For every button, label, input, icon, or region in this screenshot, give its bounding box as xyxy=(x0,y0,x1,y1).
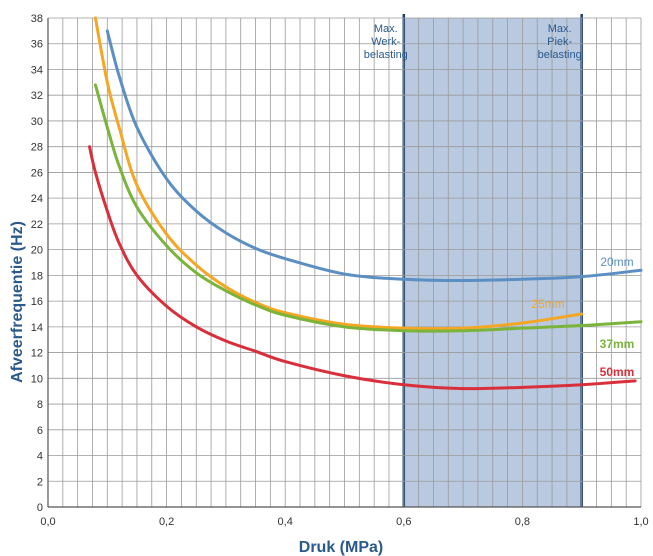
region-end-label: Max. xyxy=(548,23,572,35)
x-tick-label: 0,6 xyxy=(396,516,411,528)
series-lines xyxy=(88,16,643,391)
y-tick-label: 14 xyxy=(31,322,43,334)
y-axis-title: Afveerfrequentie (Hz) xyxy=(9,221,26,383)
x-tick-label: 0,2 xyxy=(159,516,174,528)
series-line-50mm xyxy=(88,145,637,391)
y-tick-label: 38 xyxy=(31,13,43,25)
y-tick-label: 0 xyxy=(37,502,43,514)
y-tick-label: 20 xyxy=(31,245,43,257)
grid xyxy=(47,17,642,508)
y-tick-label: 22 xyxy=(31,219,43,231)
y-tick-label: 4 xyxy=(37,451,43,463)
y-tick-label: 8 xyxy=(37,399,43,411)
series-line-20mm xyxy=(105,29,643,283)
x-tick-label: 1,0 xyxy=(633,516,648,528)
region-end-label: Piek- xyxy=(547,36,572,48)
y-tick-label: 34 xyxy=(31,64,43,76)
y-tick-label: 16 xyxy=(31,296,43,308)
x-tick-label: 0,0 xyxy=(40,516,55,528)
x-tick-label: 0,4 xyxy=(278,516,293,528)
y-tick-label: 36 xyxy=(31,39,43,51)
x-axis-title: Druk (MPa) xyxy=(299,539,383,556)
y-tick-label: 10 xyxy=(31,373,43,385)
series-label-50mm: 50mm xyxy=(600,365,635,379)
y-tick-label: 30 xyxy=(31,116,43,128)
y-tick-label: 12 xyxy=(31,348,43,360)
y-tick-label: 24 xyxy=(31,193,43,205)
region-start-label: Max. xyxy=(374,23,398,35)
y-tick-label: 28 xyxy=(31,142,43,154)
series-label-20mm: 20mm xyxy=(600,255,633,269)
labels: Max.Werk-belastingMax.Piek-belasting20mm… xyxy=(364,23,635,379)
y-tick-label: 18 xyxy=(31,270,43,282)
series-label-25mm: 25mm xyxy=(531,297,564,311)
y-tick-label: 6 xyxy=(37,425,43,437)
y-tick-label: 26 xyxy=(31,167,43,179)
series-line-37mm xyxy=(93,83,643,333)
series-label-37mm: 37mm xyxy=(600,337,635,351)
x-tick-label: 0,8 xyxy=(515,516,530,528)
region-start-label: Werk- xyxy=(371,36,400,48)
region-end-label: belasting xyxy=(538,49,582,61)
y-tick-label: 32 xyxy=(31,90,43,102)
region-start-label: belasting xyxy=(364,49,408,61)
y-tick-label: 2 xyxy=(37,476,43,488)
series-line-25mm xyxy=(93,16,584,331)
